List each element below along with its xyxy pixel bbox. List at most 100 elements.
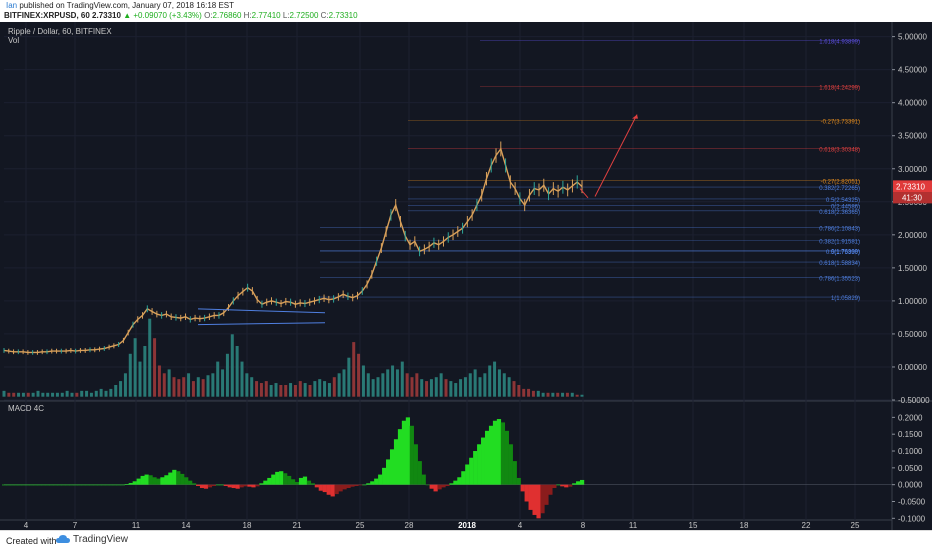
macd-bar [120,484,125,486]
volume-bar [327,383,331,397]
chart-area[interactable]: 1.618(4.93899) 1.618(4.24299) -0.27(3.7339… [0,22,932,530]
macd-bar [481,437,486,485]
fib-level-label: 0.786(2.10843) [819,227,860,233]
volume-bar [332,377,336,397]
volume-bar [114,384,118,397]
y-tick-label: 5.00000 [898,33,927,42]
macd-bar [326,484,331,495]
macd-bar [73,484,78,486]
macd-bar [25,484,30,486]
published-text: published on TradingView.com, January 07… [19,1,235,10]
volume-bar [99,388,103,397]
chart-svg[interactable]: 1.618(4.93899) 1.618(4.24299) -0.27(3.7339… [0,22,932,530]
author-link[interactable]: Ian [6,1,18,10]
volume-bar [264,381,268,397]
x-tick-label: 18 [740,521,749,530]
publish-line: Ian published on TradingView.com, Januar… [6,1,234,10]
y-tick-label: 3.50000 [898,132,927,141]
x-tick-label: 7 [73,521,78,530]
last-price: 2.73310 [92,11,121,20]
macd-bar [528,484,533,510]
macd-bar [29,484,34,486]
x-tick-label: 11 [132,521,141,530]
volume-bar [133,338,137,397]
macd-bar [132,481,137,485]
volume-bar [386,369,390,397]
volume-bar [153,338,157,397]
projection-arrow-short [579,188,589,199]
x-tick-label: 25 [356,521,365,530]
macd-bar [389,449,395,485]
tradingview-brand[interactable]: TradingView [73,534,129,545]
macd-bar [354,484,359,487]
macd-bar [564,484,569,488]
volume-bar [196,377,200,397]
publish-header: Ian published on TradingView.com, Januar… [0,0,932,22]
volume-bar [347,357,351,397]
volume-bar [85,390,89,397]
chart-title: Ripple / Dollar, 60, BITFINEX [8,27,112,36]
macd-bar [374,478,379,485]
volume-bar [235,345,239,397]
macd-bar [334,484,339,495]
macd-tick-label: -0.0500 [898,497,926,506]
volume-bar [429,379,433,397]
macd-bar [45,484,50,486]
macd-bar [524,484,529,502]
volume-bar [565,392,569,397]
macd-bar [318,484,323,491]
x-tick-label: 8 [581,521,586,530]
macd-bar [85,484,90,486]
volume-bar [138,361,142,397]
volume-bar [94,390,98,397]
fib-level-label: -0.27(3.73391) [821,119,860,125]
macd-bar [386,459,391,485]
macd-bar [496,419,502,485]
macd-bar [235,484,240,489]
volume-bar [342,369,346,397]
macd-bar [572,483,577,485]
volume-bar [497,369,501,397]
macd-bar [504,430,509,485]
volume-bar [31,392,35,397]
macd-bar [492,420,498,485]
volume-bar [420,379,424,397]
macd-bar [477,444,482,485]
fib-level-label: 0.382(1.91581) [819,239,860,245]
macd-bar [405,417,411,485]
macd-bar [199,484,205,489]
price-line [3,147,583,354]
x-tick-label: 18 [243,521,252,530]
fib-level-label: 0.786(1.35523) [819,276,860,282]
macd-bar [69,484,74,486]
macd-bar [556,484,561,486]
volume-bar [157,365,161,397]
volume-bar [128,353,132,397]
volume-bar [230,334,234,397]
volume-bar [556,392,560,397]
macd-bar [465,464,470,485]
macd-bar [275,471,280,485]
volume-bar [143,345,147,397]
macd-bar [437,484,442,490]
volume-bar [493,361,497,397]
volume-bar [55,392,59,397]
volume-bar [575,394,579,397]
macd-bar [350,484,355,487]
macd-bar [33,484,38,486]
volume-bars [2,318,584,397]
macd-bar [239,484,244,488]
macd-bar [203,484,209,489]
fib-level-label: 1.618(4.93899) [819,40,860,46]
volume-bar [269,384,273,397]
macd-bar [298,477,304,485]
fib-level-label: 0.382(2.72265) [819,186,860,192]
macd-bar [548,484,553,495]
macd-bar [97,484,102,486]
macd-bar [192,483,197,485]
macd-bar [227,484,232,488]
volume-bar [225,353,229,397]
volume-bar [391,365,395,397]
macd-tick-label: 0.0000 [898,481,923,490]
price-change: ▲ +0.09070 (+3.43%) [123,11,202,20]
